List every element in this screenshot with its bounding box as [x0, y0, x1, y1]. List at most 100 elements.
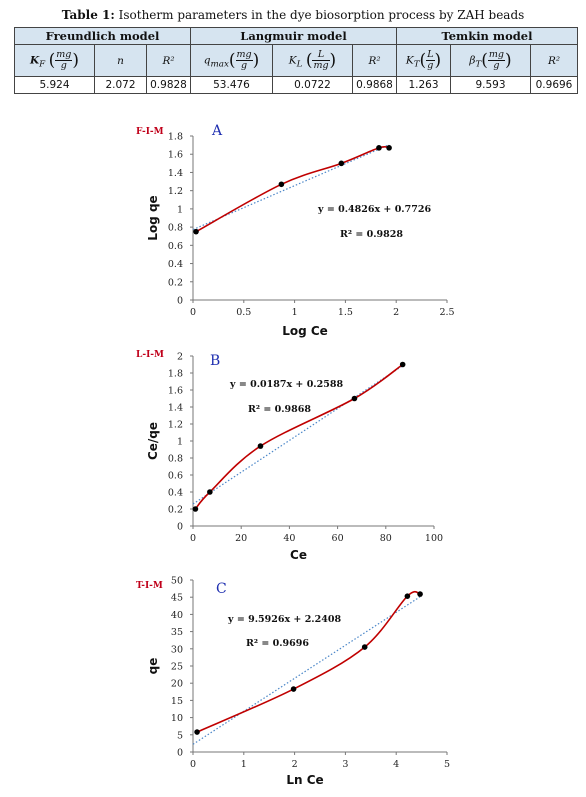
data-point	[376, 145, 382, 151]
y-tick-label: 25	[171, 662, 183, 673]
data-point	[338, 160, 345, 167]
data-point	[386, 145, 392, 151]
y-tick-label: 5	[177, 730, 183, 741]
table-caption: Table 1: Isotherm parameters in the dye …	[0, 8, 586, 22]
x-tick-label: 0.5	[236, 307, 251, 318]
y-tick-label: 20	[171, 679, 183, 690]
x-axis-title: Ce	[290, 548, 307, 562]
panel-letter: C	[216, 581, 227, 597]
data-point	[193, 228, 199, 235]
x-tick-label: 3	[342, 759, 348, 770]
x-axis-title: Ln Ce	[286, 773, 323, 787]
r-squared-label: R² = 0.9696	[246, 638, 309, 649]
table-caption-text: Isotherm parameters in the dye biosorpti…	[118, 8, 525, 22]
x-tick-label: 4	[393, 759, 399, 770]
x-tick-label: 2	[393, 307, 399, 318]
data-point	[278, 181, 285, 188]
data-point	[351, 395, 358, 402]
x-tick-label: 2	[292, 759, 298, 770]
x-tick-label: 2.5	[439, 307, 454, 318]
y-tick-label: 30	[171, 644, 183, 655]
langmuir-r2-value: 0.9868	[352, 76, 397, 94]
temkin-r2-value: 0.9696	[530, 76, 578, 94]
x-tick-label: 0	[190, 759, 196, 770]
r-squared-label: R² = 0.9828	[340, 229, 403, 240]
freundlich-r2-header: R²	[146, 44, 191, 77]
y-tick-label: 10	[171, 713, 183, 724]
y-tick-label: 1.4	[168, 168, 183, 179]
panel-letter: A	[211, 123, 223, 139]
y-tick-label: 0.6	[168, 471, 183, 482]
model-tag: L-I-M	[136, 350, 164, 360]
kf-value: 5.924	[14, 76, 95, 94]
y-tick-label: 0	[177, 296, 183, 307]
x-tick-label: 5	[444, 759, 450, 770]
x-axis-title: Log Ce	[282, 324, 328, 338]
qmax-header: qmax(mg g)	[190, 44, 273, 77]
data-point	[417, 591, 423, 597]
x-tick-label: 1	[241, 759, 247, 770]
table-row: 5.924 2.072 0.9828 53.476 0.0722 0.9868 …	[14, 76, 578, 94]
isotherm-table: Freundlich model Langmuir model Temkin m…	[14, 27, 578, 94]
table-label: Table 1:	[61, 8, 115, 22]
y-tick-label: 0.2	[168, 505, 183, 516]
y-tick-label: 1.8	[168, 369, 183, 380]
y-tick-label: 0.2	[168, 277, 183, 288]
y-tick-label: 0.4	[168, 488, 183, 499]
y-tick-label: 15	[171, 696, 183, 707]
data-point	[290, 686, 297, 692]
x-tick-label: 100	[425, 533, 443, 544]
langmuir-isotherm-chart: 0 20 40 60 80 100 0 0.2 0.4 0.6 0.8 1 1.2 1.4 1.6 1.8 2 L…	[136, 350, 443, 562]
x-tick-label: 80	[380, 533, 392, 544]
y-tick-label: 35	[171, 627, 183, 638]
y-axis-title: qe	[146, 658, 160, 675]
kt-value: 1.263	[396, 76, 451, 94]
y-tick-label: 45	[171, 593, 183, 604]
y-tick-label: 1	[177, 204, 183, 215]
y-tick-label: 1.2	[168, 420, 183, 431]
y-tick-label: 1.8	[168, 132, 183, 143]
y-tick-label: 1.2	[168, 186, 183, 197]
trend-equation: y = 9.5926x + 2.2408	[227, 614, 341, 625]
data-point	[404, 593, 411, 599]
temkin-r2-header: R²	[530, 44, 578, 77]
y-tick-label: 1.6	[168, 150, 183, 161]
langmuir-r2-header: R²	[352, 44, 397, 77]
model-tag: F-I-M	[136, 127, 164, 137]
x-tick-label: 0	[190, 533, 196, 544]
data-curve	[195, 145, 390, 233]
y-axis-title: Log qe	[146, 195, 160, 240]
r-squared-label: R² = 0.9868	[248, 404, 311, 415]
bt-header: βT(mg g)	[450, 44, 531, 77]
trend-equation: y = 0.4826x + 0.7726	[317, 204, 431, 215]
langmuir-header: Langmuir model	[190, 27, 397, 45]
x-tick-label: 40	[283, 533, 295, 544]
freundlich-header: Freundlich model	[14, 27, 191, 45]
x-tick-label: 0	[190, 307, 196, 318]
table-group-row: Freundlich model Langmuir model Temkin m…	[14, 27, 578, 45]
y-tick-label: 0.6	[168, 241, 183, 252]
kl-value: 0.0722	[272, 76, 353, 94]
temkin-header: Temkin model	[396, 27, 578, 45]
x-tick-label: 60	[332, 533, 344, 544]
y-tick-label: 50	[171, 576, 183, 587]
data-curve	[196, 590, 421, 733]
trend-equation: y = 0.0187x + 0.2588	[229, 379, 343, 390]
freundlich-isotherm-chart: 0 0.5 1 1.5 2 2.5 0 0.2 0.4 0.6 0.8 1 1.2 1.4 1.6 1.8 F-…	[136, 123, 455, 338]
data-point	[257, 443, 264, 449]
y-axis-title: Ce/qe	[146, 422, 160, 460]
panel-letter: B	[210, 353, 220, 369]
y-tick-label: 0.8	[168, 454, 183, 465]
qmax-value: 53.476	[190, 76, 273, 94]
x-tick-label: 20	[235, 533, 247, 544]
data-point	[192, 506, 199, 512]
data-point	[399, 361, 406, 368]
y-tick-label: 2	[177, 352, 183, 363]
y-tick-label: 0.4	[168, 259, 183, 270]
n-value: 2.072	[94, 76, 147, 94]
kf-header: KF (mg g)	[14, 44, 95, 77]
